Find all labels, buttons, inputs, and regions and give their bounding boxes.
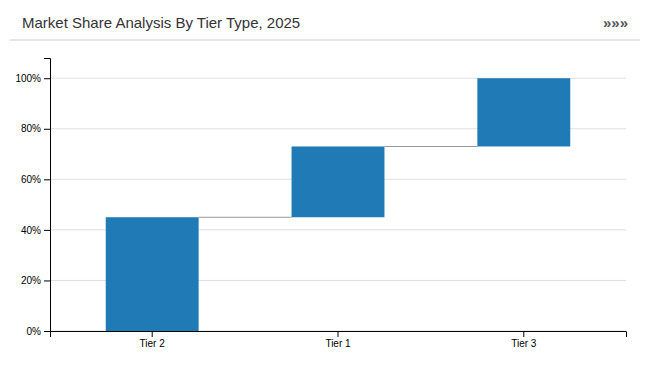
y-tick-label: 60% xyxy=(21,174,41,185)
y-tick: 60% xyxy=(21,174,50,185)
y-tick-mark xyxy=(44,78,50,79)
header-line xyxy=(10,40,640,41)
x-tick: Tier 2 xyxy=(140,331,166,349)
connector xyxy=(199,217,292,218)
y-tick: 100% xyxy=(15,73,50,84)
x-axis-line xyxy=(51,332,627,338)
marks xyxy=(106,78,571,331)
y-tick: 40% xyxy=(21,225,50,236)
title: Market Share Analysis By Tier Type, 2025 xyxy=(22,14,300,31)
y-axis: 0% 20% 40% 60% 80% 100% xyxy=(15,59,50,337)
x-tick: Tier 3 xyxy=(511,331,537,349)
chart-svg: Market Share Analysis By Tier Type, 2025… xyxy=(0,0,650,365)
y-tick-mark xyxy=(44,179,50,180)
y-axis-line xyxy=(44,59,51,332)
y-tick-mark xyxy=(44,129,50,130)
annotation: »»» xyxy=(603,14,628,31)
x-tick-label: Tier 1 xyxy=(325,338,351,349)
x-tick-mark xyxy=(338,331,339,337)
x-tick-label: Tier 3 xyxy=(511,338,537,349)
bar xyxy=(292,146,385,217)
y-tick-label: 100% xyxy=(15,73,41,84)
y-tick: 20% xyxy=(21,275,50,286)
y-tick-label: 0% xyxy=(27,326,42,337)
bar xyxy=(106,217,199,331)
y-tick-mark xyxy=(44,331,50,332)
y-tick: 80% xyxy=(21,123,50,134)
x-tick-mark xyxy=(152,331,153,337)
x-tick: Tier 1 xyxy=(325,331,351,349)
y-tick-label: 80% xyxy=(21,123,41,134)
grid xyxy=(50,78,626,331)
y-tick-mark xyxy=(44,230,50,231)
x-tick-mark xyxy=(523,331,524,337)
x-tick-label: Tier 2 xyxy=(140,338,166,349)
bar xyxy=(477,78,570,146)
y-tick-mark xyxy=(44,280,50,281)
x-axis: Tier 2 Tier 1 Tier 3 xyxy=(51,331,627,349)
y-tick-label: 20% xyxy=(21,275,41,286)
y-tick-label: 40% xyxy=(21,225,41,236)
plot: 0% 20% 40% 60% 80% 100% Tier 2 Tier 1 Tier 3 xyxy=(15,59,626,350)
chart-container: Market Share Analysis By Tier Type, 2025… xyxy=(0,0,650,365)
y-tick: 0% xyxy=(27,326,50,337)
connector xyxy=(384,146,477,147)
